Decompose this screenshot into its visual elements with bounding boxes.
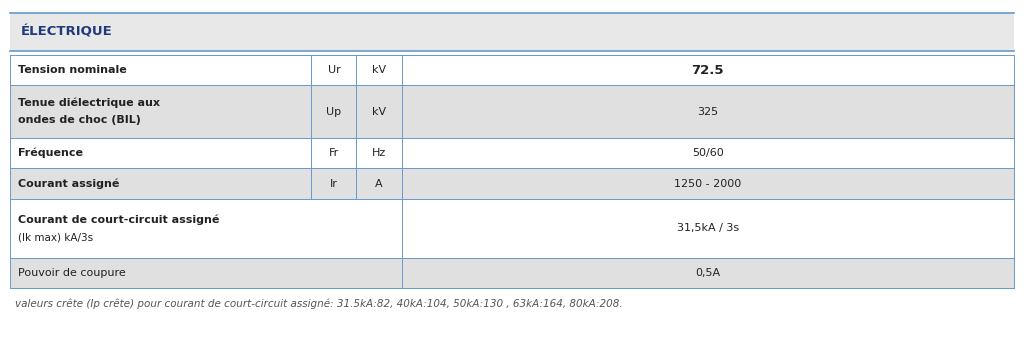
Text: Pouvoir de coupure: Pouvoir de coupure bbox=[18, 268, 126, 278]
FancyBboxPatch shape bbox=[10, 55, 1014, 86]
Text: 1250 - 2000: 1250 - 2000 bbox=[674, 179, 741, 189]
Text: Ir: Ir bbox=[330, 179, 338, 189]
Text: Tenue diélectrique aux: Tenue diélectrique aux bbox=[18, 98, 161, 108]
Text: Ur: Ur bbox=[328, 65, 340, 75]
Text: A: A bbox=[375, 179, 383, 189]
Text: 72.5: 72.5 bbox=[691, 64, 724, 77]
Text: 325: 325 bbox=[697, 106, 718, 117]
Text: Fréquence: Fréquence bbox=[18, 148, 83, 158]
Text: ondes de choc (BIL): ondes de choc (BIL) bbox=[18, 115, 141, 125]
Text: Hz: Hz bbox=[372, 148, 386, 158]
Text: Tension nominale: Tension nominale bbox=[18, 65, 127, 75]
Text: Fr: Fr bbox=[329, 148, 339, 158]
Text: Courant assigné: Courant assigné bbox=[18, 178, 120, 189]
Text: kV: kV bbox=[372, 65, 386, 75]
Text: valeurs crête (Ip crête) pour courant de court-circuit assigné: 31.5kA:82, 40kA:: valeurs crête (Ip crête) pour courant de… bbox=[15, 298, 623, 309]
FancyBboxPatch shape bbox=[10, 138, 1014, 168]
FancyBboxPatch shape bbox=[10, 199, 1014, 258]
FancyBboxPatch shape bbox=[10, 86, 1014, 138]
Text: 50/60: 50/60 bbox=[692, 148, 724, 158]
FancyBboxPatch shape bbox=[10, 258, 1014, 288]
Text: ÉLECTRIQUE: ÉLECTRIQUE bbox=[20, 26, 112, 39]
Text: Up: Up bbox=[327, 106, 341, 117]
Text: kV: kV bbox=[372, 106, 386, 117]
FancyBboxPatch shape bbox=[10, 168, 1014, 199]
Text: 0,5A: 0,5A bbox=[695, 268, 720, 278]
FancyBboxPatch shape bbox=[10, 13, 1014, 51]
Text: (Ik max) kA/3s: (Ik max) kA/3s bbox=[18, 232, 93, 242]
Text: 31,5kA / 3s: 31,5kA / 3s bbox=[677, 223, 738, 233]
Text: Courant de court-circuit assigné: Courant de court-circuit assigné bbox=[18, 214, 219, 224]
